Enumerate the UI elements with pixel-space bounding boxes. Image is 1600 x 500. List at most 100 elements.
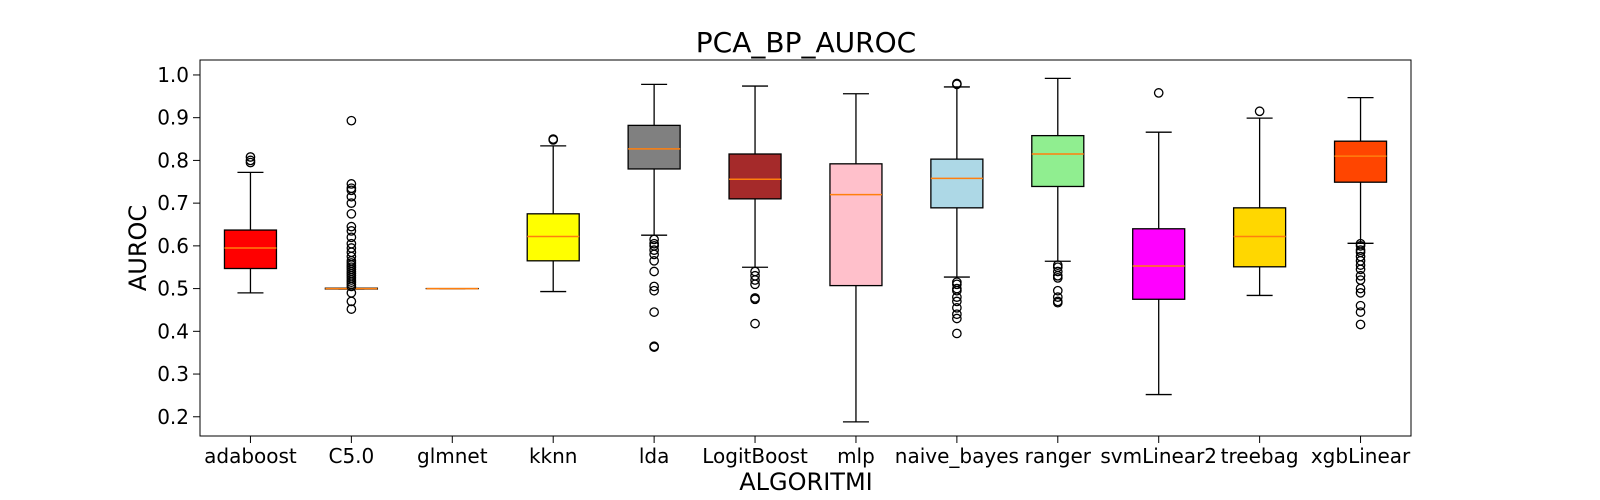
box-naive_bayes — [930, 78, 984, 339]
outlier-point — [649, 281, 659, 292]
outlier-point — [245, 155, 256, 166]
outlier-point — [346, 221, 357, 232]
x-axis-label: ALGORITMI — [739, 468, 872, 496]
x-tick-label: LogitBoost — [702, 444, 808, 468]
x-tick-label: adaboost — [204, 444, 297, 468]
outlier-point — [1355, 245, 1366, 255]
outlier-point — [952, 277, 962, 288]
y-axis-label: AUROC — [124, 205, 152, 291]
x-tick-label: C5.0 — [328, 444, 374, 468]
chart-title: PCA_BP_AUROC — [696, 26, 916, 59]
outlier-point — [1355, 288, 1366, 298]
y-tick-label: 0.7 — [157, 191, 189, 215]
outlier-point — [1355, 270, 1366, 281]
iqr-box — [1132, 228, 1186, 300]
iqr-box — [1232, 207, 1287, 268]
iqr-box — [829, 163, 883, 287]
outlier-point — [346, 198, 357, 208]
outlier-point — [1355, 238, 1366, 249]
box-lda — [627, 83, 681, 352]
outlier-point — [952, 78, 962, 89]
x-tick-label: mlp — [837, 444, 875, 468]
outlier-point — [548, 134, 559, 144]
box-C5.0 — [324, 115, 379, 314]
outlier-point — [1355, 275, 1366, 285]
y-tick-label: 0.5 — [157, 277, 189, 301]
outlier-point — [1052, 292, 1063, 302]
outlier-point — [750, 318, 760, 329]
box-treebag — [1232, 106, 1287, 297]
y-tick-label: 0.6 — [157, 234, 189, 258]
outlier-point — [750, 293, 760, 303]
outlier-point — [1052, 266, 1063, 277]
box-LogitBoost — [728, 85, 782, 329]
outlier-point — [649, 266, 659, 277]
x-tick-label: ranger — [1025, 444, 1092, 468]
outlier-point — [649, 255, 659, 266]
outlier-point — [952, 302, 962, 313]
iqr-box — [223, 229, 278, 270]
iqr-box — [1031, 134, 1085, 188]
plot-area — [223, 77, 1388, 423]
outlier-point — [952, 328, 962, 339]
box-svmLinear2 — [1132, 88, 1186, 396]
outlier-point — [245, 152, 256, 162]
outlier-point — [649, 285, 659, 296]
x-tick-label: xgbLinear — [1311, 444, 1411, 468]
outlier-point — [346, 208, 357, 219]
y-tick-label: 0.3 — [157, 362, 189, 386]
outlier-point — [1254, 106, 1265, 117]
iqr-box — [1333, 140, 1388, 183]
outlier-point — [346, 238, 357, 249]
outlier-point — [346, 183, 357, 194]
y-tick-label: 0.4 — [157, 319, 189, 343]
outlier-point — [952, 309, 962, 320]
x-tick-label: glmnet — [417, 444, 488, 468]
y-axis: 0.2 0.3 0.4 0.5 0.6 0.7 0.8 0.9 1.0 — [157, 63, 200, 429]
outlier-point — [1355, 319, 1366, 330]
outlier-point — [1355, 300, 1366, 311]
outlier-point — [750, 266, 760, 277]
outlier-point — [346, 304, 357, 314]
outlier-point — [649, 234, 659, 245]
outlier-point — [346, 226, 357, 236]
outlier-point — [1355, 307, 1366, 317]
y-tick-label: 0.9 — [157, 106, 189, 130]
outlier-point — [1052, 260, 1063, 270]
iqr-box — [627, 124, 681, 170]
outlier-point — [649, 238, 659, 249]
y-tick-label: 0.8 — [157, 148, 189, 172]
outlier-point — [952, 283, 962, 294]
x-tick-label: naive_bayes — [895, 444, 1019, 468]
x-axis: adaboost C5.0 glmnet kknn lda LogitBoost mlp na… — [204, 436, 1411, 468]
outlier-point — [649, 341, 659, 352]
box-xgbLinear — [1333, 96, 1388, 330]
box-adaboost — [223, 152, 278, 294]
outlier-point — [750, 270, 760, 281]
y-tick-label: 0.2 — [157, 405, 189, 429]
outlier-point — [1355, 251, 1366, 262]
outlier-point — [346, 232, 357, 243]
outlier-point — [649, 245, 659, 255]
x-tick-label: kknn — [529, 444, 578, 468]
outlier-point — [649, 307, 659, 317]
outlier-point — [1052, 285, 1063, 296]
iqr-box — [526, 213, 580, 262]
box-ranger — [1031, 77, 1085, 308]
box-kknn — [526, 134, 580, 293]
x-tick-label: svmLinear2 — [1100, 444, 1217, 468]
iqr-box — [728, 153, 782, 200]
plot-frame — [199, 59, 1412, 437]
outlier-point — [952, 313, 962, 324]
x-tick-label: treebag — [1221, 444, 1299, 468]
outlier-point — [346, 243, 357, 253]
outlier-point — [1153, 88, 1164, 98]
box-mlp — [829, 93, 883, 423]
outlier-point — [952, 296, 962, 307]
outlier-point — [346, 179, 357, 189]
outlier-point — [1052, 296, 1063, 307]
y-tick-label: 1.0 — [157, 63, 189, 87]
outlier-point — [346, 115, 357, 126]
x-tick-label: lda — [639, 444, 670, 468]
